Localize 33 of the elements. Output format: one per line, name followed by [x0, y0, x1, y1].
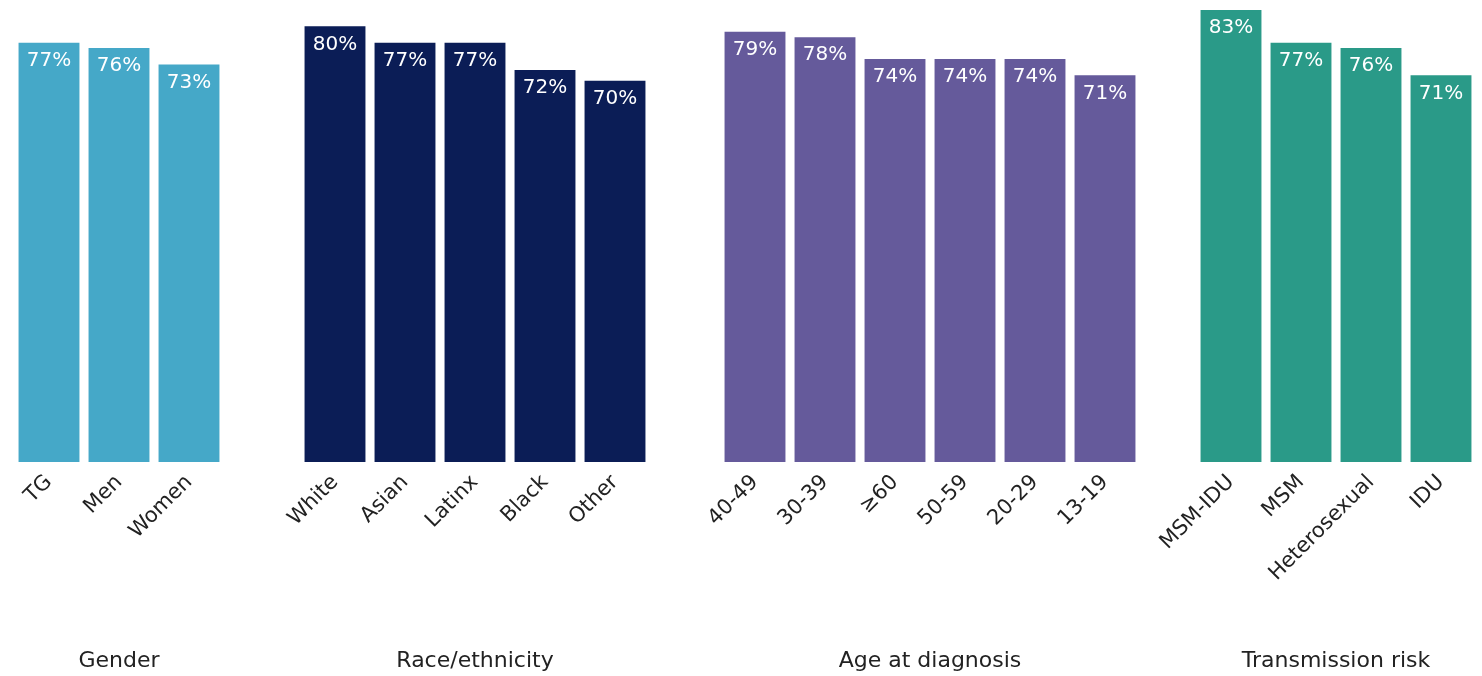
- data-label: 73%: [166, 68, 212, 93]
- data-label: 70%: [592, 85, 638, 109]
- x-axis-title: Transmission risk: [1240, 646, 1431, 672]
- data-label: 83%: [1208, 14, 1254, 39]
- bar: [1200, 10, 1262, 462]
- data-label: 71%: [1082, 79, 1128, 104]
- x-axis-title: Age at diagnosis: [838, 646, 1022, 672]
- bar: [304, 26, 366, 462]
- data-label: 74%: [942, 63, 988, 88]
- data-label: 77%: [382, 46, 428, 71]
- data-label: 79%: [732, 35, 778, 60]
- x-tick-label: TG: [18, 469, 57, 508]
- bar: [374, 42, 436, 462]
- data-label: 71%: [1418, 79, 1464, 104]
- data-label: 77%: [26, 46, 72, 71]
- bar: [1340, 48, 1402, 462]
- x-axis-title: Race/ethnicity: [396, 646, 554, 672]
- bar: [584, 80, 646, 462]
- bar: [1410, 75, 1472, 462]
- data-label: 78%: [802, 41, 848, 66]
- bar: [514, 69, 576, 462]
- data-label: 74%: [872, 63, 918, 88]
- data-label: 77%: [452, 46, 498, 71]
- data-label: 77%: [1278, 46, 1324, 71]
- data-label: 80%: [312, 30, 358, 55]
- bar: [1270, 42, 1332, 462]
- x-tick-label: IDU: [1404, 469, 1449, 513]
- data-label: 76%: [1348, 52, 1394, 77]
- data-label: 72%: [522, 74, 568, 99]
- data-label: 76%: [96, 52, 142, 77]
- x-axis-title: Gender: [78, 646, 161, 672]
- bar: [444, 42, 506, 462]
- data-label: 74%: [1012, 63, 1058, 88]
